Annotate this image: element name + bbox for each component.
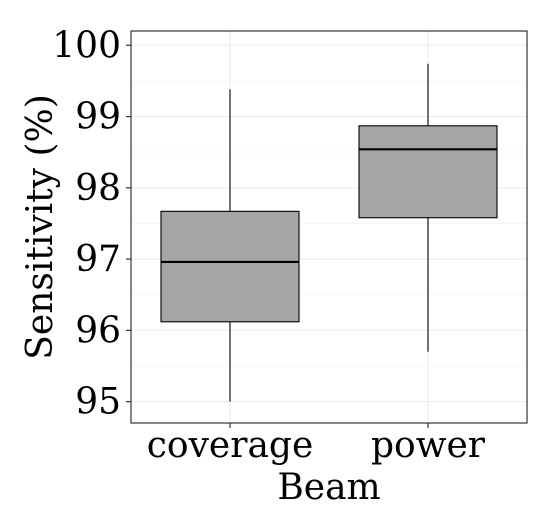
y-tick-label: 95 — [75, 382, 121, 423]
plot-panel-border — [130, 30, 528, 424]
y-axis-ticks: 95 96 97 98 99 100 — [52, 25, 131, 423]
x-tick-label: power — [371, 425, 486, 466]
y-tick-label: 97 — [75, 239, 121, 280]
y-axis-title: Sensitivity (%) — [20, 94, 61, 360]
y-tick-label: 98 — [75, 168, 121, 209]
box-power — [358, 63, 498, 352]
iqr-box — [358, 125, 498, 219]
y-tick-label: 96 — [75, 310, 121, 351]
y-tick-label: 99 — [75, 97, 121, 138]
x-axis-ticks: coverage power — [147, 423, 486, 466]
box-series — [160, 63, 498, 402]
y-tick-label: 100 — [52, 25, 121, 66]
iqr-box — [160, 210, 300, 323]
x-axis-title: Beam — [277, 467, 380, 508]
box-coverage — [160, 89, 300, 402]
x-tick-label: coverage — [147, 425, 314, 466]
